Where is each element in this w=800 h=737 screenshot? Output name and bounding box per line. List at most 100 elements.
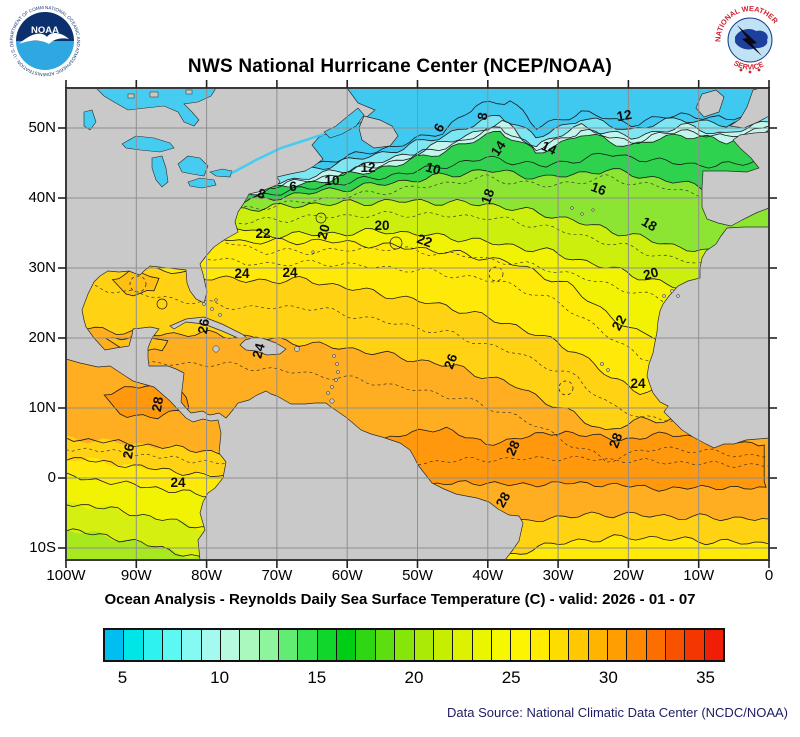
colorbar-cell [317, 630, 338, 660]
land [729, 88, 769, 129]
colorbar-tick-10: 10 [210, 668, 230, 687]
colorbar-cell [298, 630, 318, 660]
contour-label: 28 [149, 395, 166, 413]
colorbar-cell [163, 630, 183, 660]
colorbar-cell [549, 630, 570, 660]
page-title: NWS National Hurricane Center (NCEP/NOAA… [187, 56, 613, 77]
contour-label: 26 [195, 317, 212, 335]
lon-label-80W: 80W [191, 567, 223, 584]
contour-label: 22 [255, 226, 270, 241]
noaa-seagull-icon [19, 33, 69, 44]
contour-label: 28 [606, 430, 625, 450]
colorbar-cell [279, 630, 299, 660]
colorbar-cell [627, 630, 647, 660]
data-source-note: Data Source: National Climatic Data Cent… [447, 705, 788, 720]
contour-label: 24 [234, 266, 250, 281]
lat-label-20N: 20N [28, 329, 56, 346]
colorbar-tick-35: 35 [696, 668, 716, 687]
colorbar-cell [337, 630, 357, 660]
colorbar-cell [124, 630, 144, 660]
inland-water [187, 177, 217, 189]
lat-label-40N: 40N [28, 189, 56, 206]
noaa-logo-text: NOAA [31, 25, 59, 36]
contour-label: 28 [493, 489, 514, 510]
colorbar-cell [588, 630, 608, 660]
lon-label-40W: 40W [472, 567, 504, 584]
colorbar-cell [356, 630, 376, 660]
lon-label-50W: 50W [402, 567, 433, 584]
colorbar-tick-15: 15 [307, 668, 327, 687]
colorbar-cell [143, 630, 164, 660]
colorbar-tick-20: 20 [404, 668, 424, 687]
colorbar-cell [530, 630, 550, 660]
contour-label: 24 [170, 475, 186, 490]
contour-label: 18 [478, 186, 497, 206]
inland-water [121, 135, 175, 153]
lon-label-30W: 30W [542, 567, 574, 584]
lon-label-70W: 70W [261, 567, 293, 584]
colorbar-cell [105, 630, 125, 660]
grid-lines [66, 88, 769, 560]
colorbar-cell [259, 630, 280, 660]
contour-label: 16 [589, 179, 609, 198]
contour-label: 22 [415, 231, 434, 250]
nws-logo: NATIONAL WEATHER SERVICE [713, 3, 787, 77]
lon-label-0: 0 [764, 567, 774, 584]
land [695, 89, 725, 118]
contour-label: 6 [289, 179, 297, 194]
lon-label-10W: 10W [683, 567, 715, 584]
inland-water [209, 168, 233, 178]
colorbar-cell [607, 630, 628, 660]
colorbar-cell [704, 630, 723, 660]
colorbar-cell [569, 630, 589, 660]
inland-water [151, 155, 169, 188]
nws-lightning-icon [737, 25, 762, 56]
contour-label: 20 [374, 218, 389, 233]
colorbar [103, 628, 725, 662]
colorbar-cell [472, 630, 492, 660]
contour-label: 20 [314, 223, 332, 241]
map-caption: Ocean Analysis - Reynolds Daily Sea Surf… [104, 591, 696, 608]
colorbar-cell [511, 630, 531, 660]
contour-label: 24 [282, 265, 298, 280]
lat-label-30N: 30N [28, 259, 56, 276]
contour-label: 10 [424, 159, 442, 177]
colorbar-cell [433, 630, 454, 660]
colorbar-tick-25: 25 [501, 668, 521, 687]
lat-label-0: 0 [47, 469, 56, 486]
land [358, 115, 399, 149]
colorbar-tick-5: 5 [117, 668, 128, 687]
contour-label: 24 [249, 341, 268, 360]
noaa-logo: NATIONAL OCEANIC AND ATMOSPHERIC ADMINIS… [9, 5, 81, 77]
lat-label-10S: 10S [29, 539, 56, 556]
contour-label: 8 [475, 111, 491, 121]
colorbar-tick-30: 30 [598, 668, 618, 687]
colorbar-cell [221, 630, 241, 660]
colorbar-cell [453, 630, 473, 660]
contour-label: 12 [360, 160, 375, 175]
inland-water [323, 107, 365, 139]
lon-label-90W: 90W [120, 567, 152, 584]
contour-label: 10 [324, 173, 339, 188]
noaa-emblem-bottom [16, 41, 74, 70]
colorbar-cell [491, 630, 512, 660]
contour-label: 24 [630, 376, 646, 391]
lat-label-10N: 10N [28, 399, 56, 416]
inland-water [177, 155, 209, 177]
lon-label-20W: 20W [612, 567, 644, 584]
colorbar-cell [685, 630, 705, 660]
lon-label-60W: 60W [331, 567, 363, 584]
nws-stars [739, 68, 761, 74]
contour-label: 18 [639, 214, 660, 235]
contour-label: 14 [539, 138, 559, 158]
colorbar-cell [375, 630, 396, 660]
contour-label: 28 [503, 438, 523, 458]
colorbar-cell [646, 630, 666, 660]
colorbar-cell [201, 630, 222, 660]
land [701, 131, 769, 227]
colorbar-cell [395, 630, 415, 660]
contour-label: 26 [120, 442, 137, 460]
